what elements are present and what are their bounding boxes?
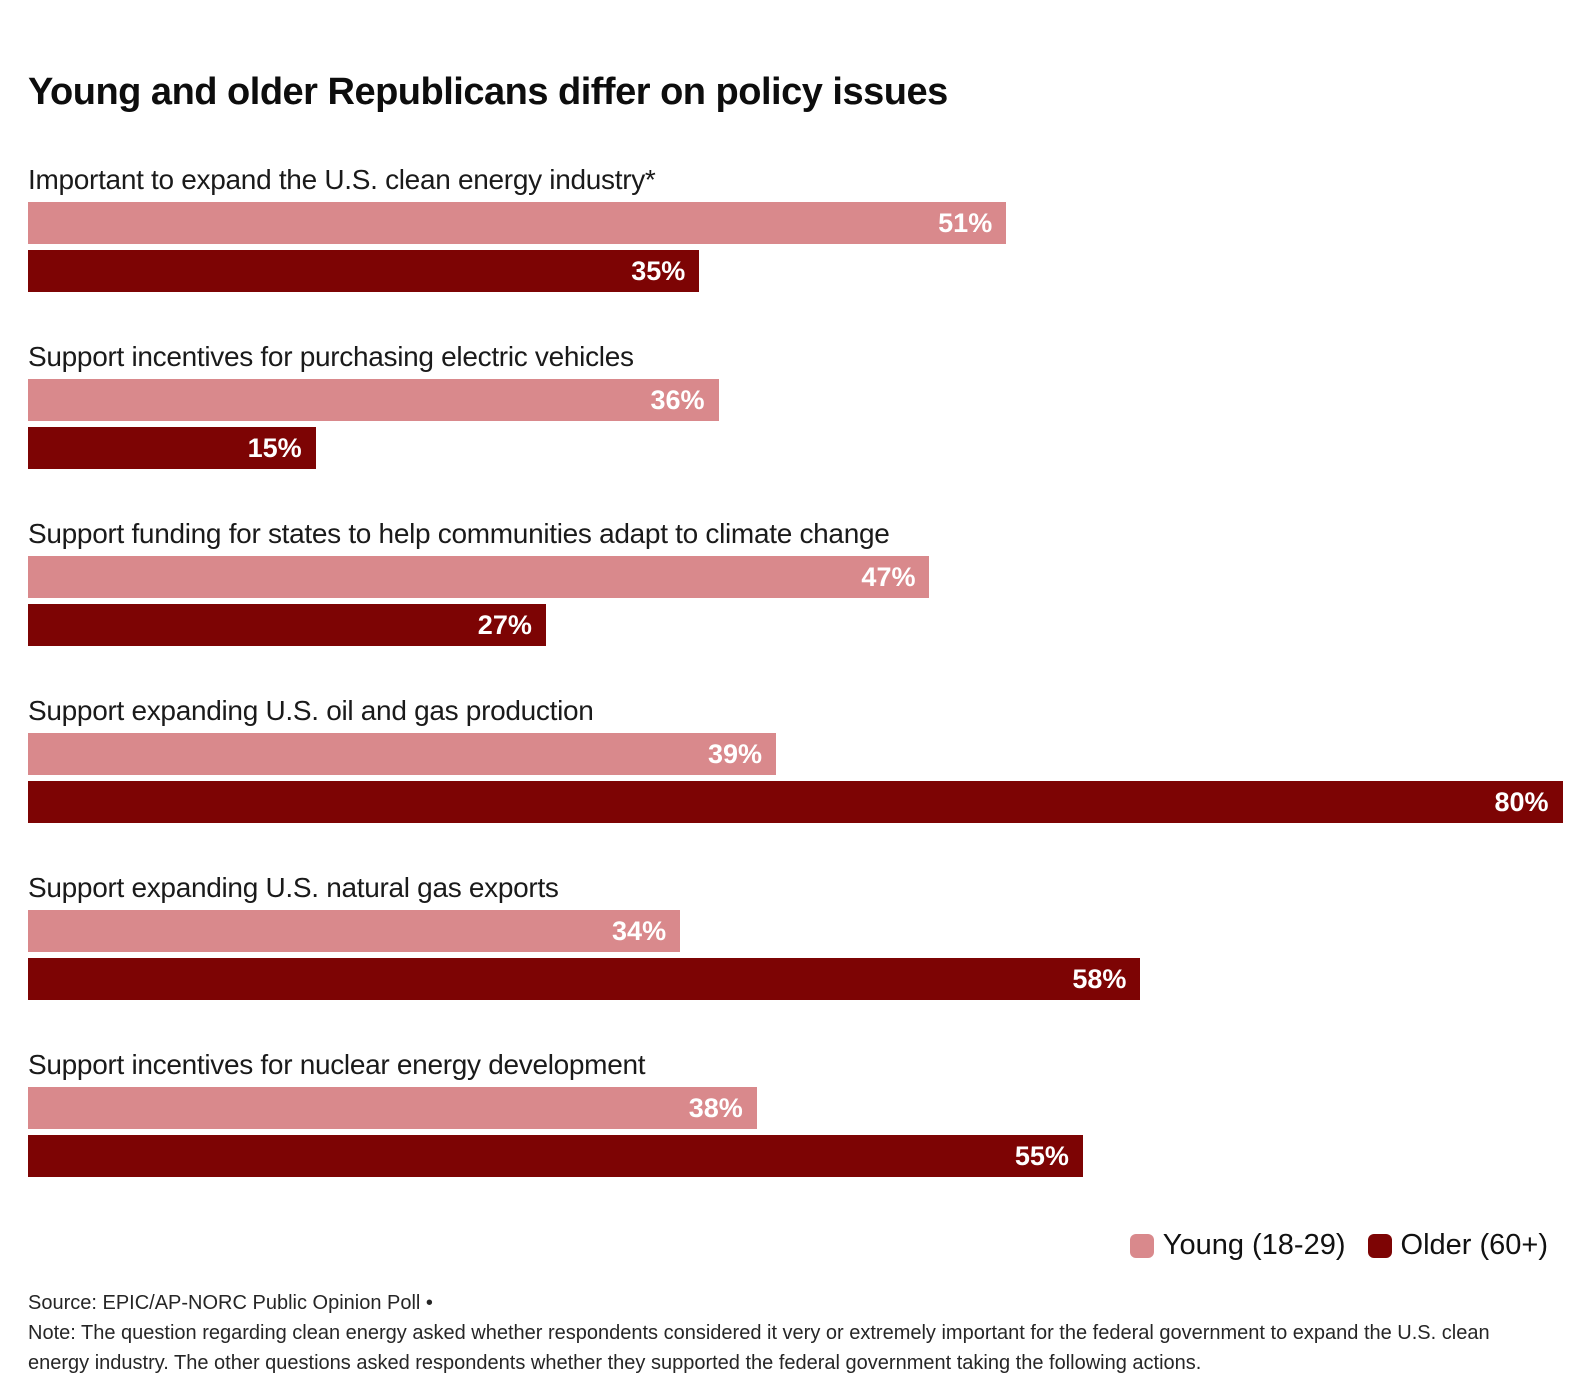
legend-item-young: Young (18-29): [1129, 1229, 1346, 1262]
category-label: Support expanding U.S. natural gas expor…: [28, 872, 559, 903]
bar-group: Important to expand the U.S. clean energ…: [28, 165, 1578, 292]
bar-group: Support incentives for purchasing electr…: [28, 342, 1578, 469]
bar-older: 58%: [28, 958, 1141, 1000]
bar-young: 36%: [28, 379, 719, 421]
bar-older: 80%: [28, 781, 1563, 823]
bar-groups-container: Important to expand the U.S. clean energ…: [28, 165, 1578, 1177]
bar-young: 34%: [28, 910, 681, 952]
bar-older: 27%: [28, 604, 546, 646]
category-label: Support incentives for purchasing electr…: [28, 341, 634, 372]
legend-swatch-young-icon: [1129, 1233, 1154, 1258]
category-label: Important to expand the U.S. clean energ…: [28, 164, 656, 195]
category-label: Support funding for states to help commu…: [28, 518, 890, 549]
bar-group: Support incentives for nuclear energy de…: [28, 1050, 1578, 1177]
legend-item-older: Older (60+): [1367, 1229, 1548, 1262]
chart-title: Young and older Republicans differ on po…: [28, 71, 948, 113]
bar-young-value-label: 39%: [707, 739, 763, 769]
bar-pair: 39% 80%: [28, 733, 1578, 823]
bar-pair: 38% 55%: [28, 1087, 1578, 1177]
note-text: Note: The question regarding clean energ…: [28, 1322, 1490, 1374]
bar-group: Support funding for states to help commu…: [28, 519, 1578, 646]
category-label: Support incentives for nuclear energy de…: [28, 1049, 646, 1080]
bar-group: Support expanding U.S. oil and gas produ…: [28, 696, 1578, 823]
bar-older-value-label: 27%: [477, 610, 532, 640]
bar-young: 38%: [28, 1087, 757, 1129]
bar-young-value-label: 36%: [650, 385, 705, 415]
bar-older-value-label: 15%: [247, 433, 302, 463]
bar-young-value-label: 47%: [861, 562, 916, 592]
bar-group: Support expanding U.S. natural gas expor…: [28, 873, 1578, 1000]
bar-older-value-label: 58%: [1072, 964, 1127, 994]
legend-swatch-older-icon: [1367, 1233, 1392, 1258]
bar-older: 55%: [28, 1135, 1083, 1177]
bar-young: 47%: [28, 556, 930, 598]
source-text: Source: EPIC/AP-NORC Public Opinion Poll…: [28, 1292, 433, 1314]
bar-young: 39%: [28, 733, 777, 775]
bar-pair: 47% 27%: [28, 556, 1578, 646]
legend-label-older: Older (60+): [1400, 1229, 1548, 1261]
bar-older: 15%: [28, 427, 316, 469]
bar-older-value-label: 35%: [631, 256, 686, 286]
bar-pair: 51% 35%: [28, 202, 1578, 292]
category-label: Support expanding U.S. oil and gas produ…: [28, 695, 594, 726]
bar-young-value-label: 51%: [938, 208, 993, 238]
bar-young-value-label: 34%: [612, 916, 667, 946]
bar-pair: 34% 58%: [28, 910, 1578, 1000]
bar-older-value-label: 55%: [1014, 1141, 1069, 1171]
bar-young-value-label: 38%: [688, 1093, 743, 1123]
chart-footer: Source: EPIC/AP-NORC Public Opinion Poll…: [28, 1288, 1578, 1378]
legend: Young (18-29) Older (60+): [28, 1229, 1578, 1262]
bar-pair: 36% 15%: [28, 379, 1578, 469]
bar-older: 35%: [28, 250, 700, 292]
legend-label-young: Young (18-29): [1162, 1229, 1346, 1261]
bar-young: 51%: [28, 202, 1007, 244]
bar-older-value-label: 80%: [1494, 787, 1549, 817]
